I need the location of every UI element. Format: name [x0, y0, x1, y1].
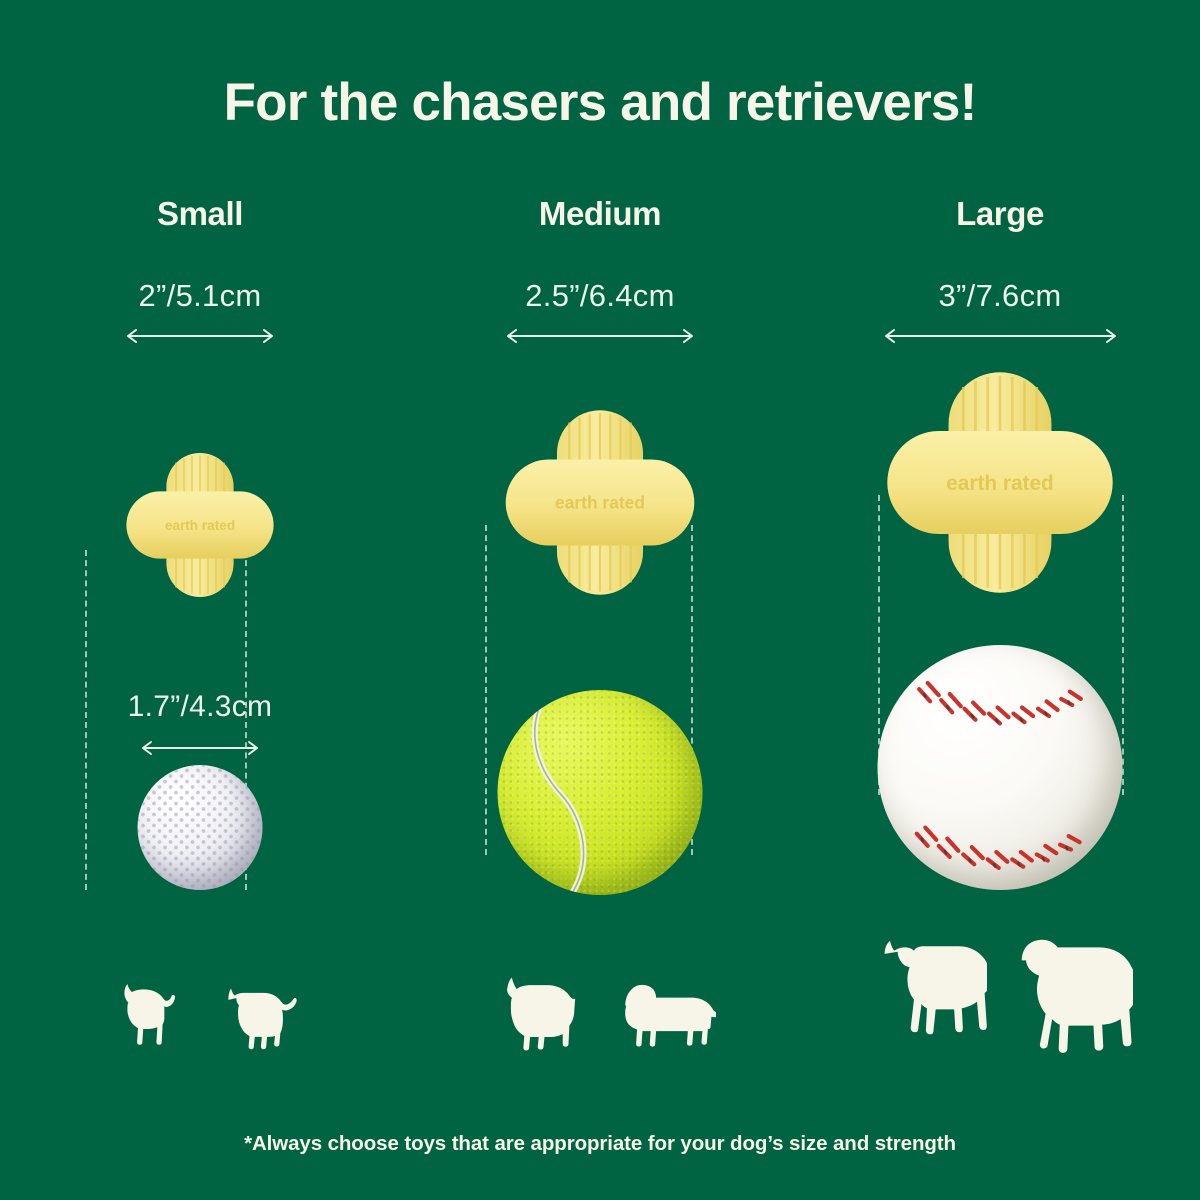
toy-dimension-arrow-small	[0, 328, 400, 344]
size-column-small: Small 2”/5.1cm	[0, 195, 400, 1145]
column-title-small: Small	[156, 195, 244, 232]
guide-line-right-medium	[691, 525, 693, 855]
toy-brand-text-small: earth rated	[165, 518, 235, 533]
page-title: For the chasers and retrievers!	[223, 73, 978, 132]
dog-icon-french-bulldog	[507, 977, 576, 1051]
guide-line-left-large	[878, 495, 880, 795]
toy-dimension-label-large: 3”/7.6cm	[938, 278, 1062, 313]
tennis-ball-texture	[497, 690, 703, 895]
size-columns: Small 2”/5.1cm	[0, 195, 1200, 1145]
toy-dimension-label-small: 2”/5.1cm	[138, 278, 262, 313]
dog-silhouettes-small	[0, 970, 400, 1058]
size-column-medium: Medium 2.5”/6.4cm	[400, 195, 800, 1145]
footnote-text: *Always choose toys that are appropriate…	[244, 1132, 956, 1155]
toy-dimension-arrow-large	[800, 328, 1200, 344]
baseball-large	[877, 645, 1123, 890]
dog-icon-chihuahua	[124, 984, 176, 1045]
toy-dimension-label-medium: 2.5”/6.4cm	[525, 278, 675, 313]
toy-dimension-arrow-medium	[400, 328, 800, 344]
size-column-large: Large 3”/7.6cm	[800, 195, 1200, 1145]
toy-medium: earth rated	[498, 400, 703, 605]
guide-line-right-large	[1122, 495, 1124, 795]
toy-small: earth rated	[120, 445, 280, 605]
dog-icon-boxer	[884, 940, 987, 1035]
toy-brand-text-large: earth rated	[946, 472, 1054, 495]
tennis-ball-seam	[531, 693, 587, 894]
ball-dimension-label-small: 1.7”/4.3cm	[127, 690, 273, 723]
golf-ball-small	[137, 765, 263, 890]
column-title-large: Large	[956, 195, 1044, 232]
guide-line-left-medium	[485, 525, 487, 855]
dog-silhouettes-medium	[400, 965, 800, 1061]
toy-large: earth rated	[878, 360, 1123, 605]
tennis-ball-medium	[497, 690, 703, 895]
dog-icon-terrier	[228, 988, 297, 1050]
dog-icon-retriever	[1021, 939, 1133, 1053]
column-title-medium: Medium	[538, 195, 662, 232]
dog-icon-dachshund	[625, 984, 716, 1047]
toy-brand-text-medium: earth rated	[555, 493, 645, 513]
baseball-stitching	[914, 680, 1083, 871]
guide-line-right-small	[245, 550, 247, 890]
guide-line-left-small	[85, 550, 87, 890]
ball-dimension-arrow-small	[0, 740, 400, 756]
dog-silhouettes-large	[800, 930, 1200, 1055]
